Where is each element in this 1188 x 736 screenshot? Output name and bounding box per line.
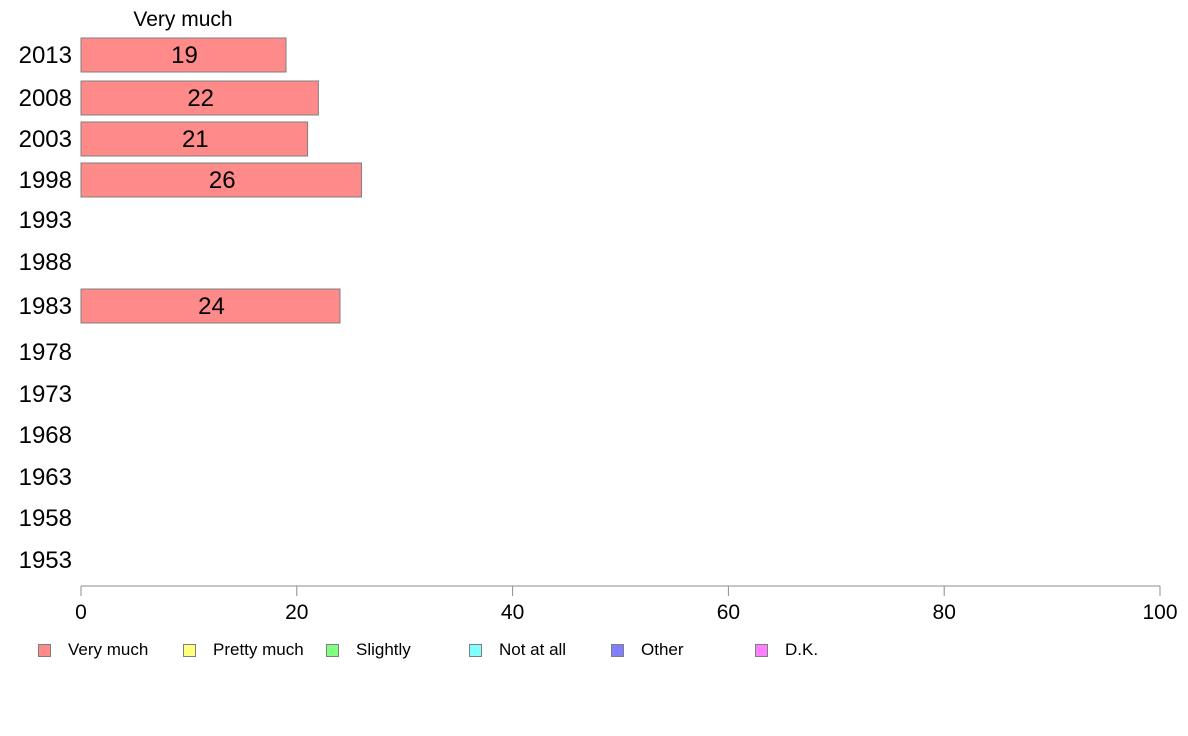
y-tick-label-1993: 1993 xyxy=(19,207,72,234)
legend-label: Other xyxy=(641,640,684,659)
legend-swatch xyxy=(183,643,196,657)
legend: Very much Pretty much Slightly Not at all Ot… xyxy=(38,638,938,662)
x-axis: 0 20 40 60 80 100 xyxy=(75,585,1178,624)
legend-item-not-at-all: Not at all xyxy=(469,638,566,662)
x-tick-label-40: 40 xyxy=(501,601,524,624)
legend-label: Not at all xyxy=(499,640,567,659)
x-tick-label-80: 80 xyxy=(933,601,956,624)
y-tick-label-2008: 2008 xyxy=(19,85,72,112)
legend-item-d-k: D.K. xyxy=(755,638,818,662)
y-axis-labels: 2013 2008 2003 1998 1993 1988 1983 1978 1973 1968… xyxy=(19,42,72,574)
y-tick-label-1998: 1998 xyxy=(19,167,72,194)
data-label-2008: 22 xyxy=(187,85,214,112)
y-tick-label-1958: 1958 xyxy=(19,505,72,532)
legend-swatch xyxy=(469,643,482,657)
legend-swatch xyxy=(326,643,339,657)
legend-label: Very much xyxy=(68,640,149,659)
legend-item-other: Other xyxy=(611,638,684,662)
legend-label: D.K. xyxy=(785,640,819,659)
bar-1998-0 xyxy=(80,162,363,198)
legend-swatch xyxy=(755,643,768,657)
y-tick-label-1983: 1983 xyxy=(19,293,72,320)
y-tick-label-1988: 1988 xyxy=(19,249,72,276)
legend-item-pretty-much: Pretty much xyxy=(183,638,304,662)
legend-label: Pretty much xyxy=(213,640,304,659)
data-label-2013: 19 xyxy=(171,42,198,69)
y-tick-label-2003: 2003 xyxy=(19,126,72,153)
legend-swatch xyxy=(611,643,624,657)
x-tick-label-100: 100 xyxy=(1142,601,1177,624)
y-tick-label-1953: 1953 xyxy=(19,547,72,574)
bar-2008-0 xyxy=(80,80,319,116)
x-tick-label-20: 20 xyxy=(285,601,308,624)
bar-2013-0 xyxy=(80,37,287,73)
x-tick-label-60: 60 xyxy=(717,601,740,624)
x-tick-label-0: 0 xyxy=(75,601,87,624)
y-tick-label-2013: 2013 xyxy=(19,42,72,69)
y-tick-label-1968: 1968 xyxy=(19,422,72,449)
y-tick-label-1973: 1973 xyxy=(19,381,72,408)
legend-item-slightly: Slightly xyxy=(326,638,411,662)
bar-1983-0 xyxy=(80,288,341,324)
data-label-1983: 24 xyxy=(198,293,225,320)
legend-item-very-much: Very much xyxy=(38,638,148,662)
bar-2003-0 xyxy=(80,121,309,157)
column-heading: Very much xyxy=(133,8,232,31)
legend-swatch xyxy=(38,643,51,657)
data-label-1998: 26 xyxy=(209,167,236,194)
y-tick-label-1963: 1963 xyxy=(19,464,72,491)
legend-label: Slightly xyxy=(356,640,411,659)
data-label-2003: 21 xyxy=(182,126,209,153)
y-tick-label-1978: 1978 xyxy=(19,339,72,366)
